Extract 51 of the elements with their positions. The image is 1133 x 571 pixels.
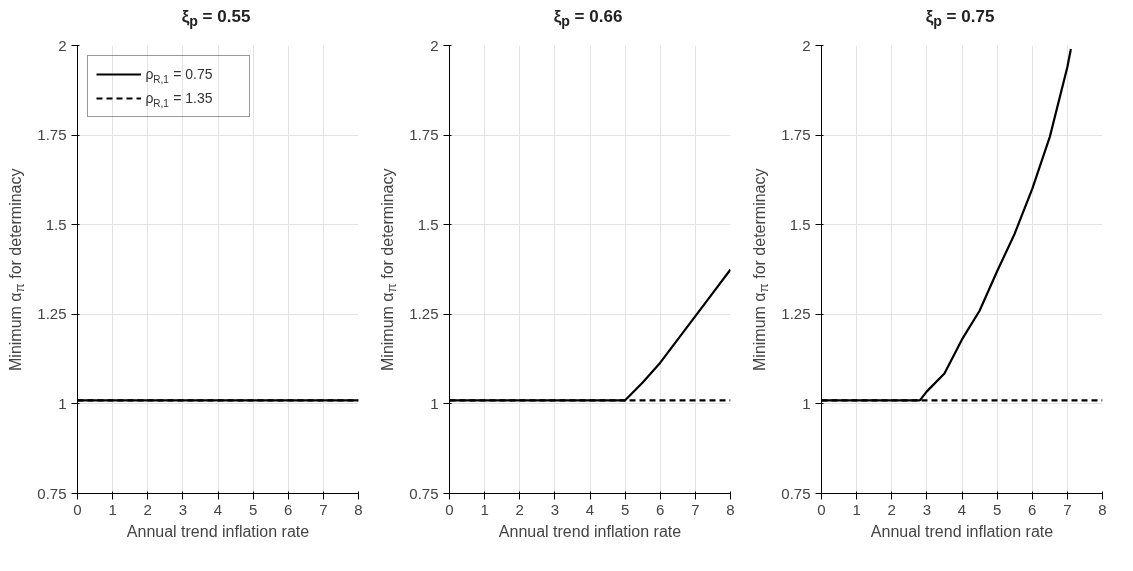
x-tick-label: 1 — [480, 500, 489, 518]
y-tick-label: 1.5 — [417, 215, 439, 233]
y-tick-label: 1.25 — [409, 304, 439, 322]
x-axis-title: Annual trend inflation rate — [126, 522, 310, 540]
x-tick-label: 5 — [248, 500, 258, 518]
x-tick-label: 6 — [656, 500, 665, 518]
y-tick-label: 2 — [430, 36, 439, 54]
x-tick-label: 5 — [992, 500, 1002, 518]
chart-title: ξ$_{p}$ = 0.66 — [553, 7, 623, 30]
y-tick-label: 0.75 — [37, 484, 67, 502]
y-tick-label: 1.5 — [45, 215, 67, 233]
y-tick-label: 1 — [430, 394, 439, 412]
x-tick-label: 4 — [585, 500, 595, 518]
x-tick-label: 1 — [852, 500, 861, 518]
x-tick-label: 0 — [817, 500, 826, 518]
y-tick-label: 2 — [58, 36, 67, 54]
y-tick-label: 2 — [802, 36, 811, 54]
x-tick-label: 2 — [887, 500, 896, 518]
y-tick-label: 1.25 — [781, 304, 811, 322]
x-tick-label: 7 — [691, 500, 700, 518]
y-tick-label: 1.75 — [37, 125, 67, 143]
x-tick-label: 4 — [957, 500, 967, 518]
x-tick-label: 3 — [550, 500, 560, 518]
x-tick-label: 0 — [73, 500, 82, 518]
x-tick-label: 7 — [319, 500, 328, 518]
x-tick-label: 2 — [515, 500, 524, 518]
y-tick-label: 1 — [802, 394, 811, 412]
chart-title: ξ$_{p}$ = 0.55 — [181, 7, 251, 30]
x-tick-label: 2 — [143, 500, 152, 518]
y-tick-label: 1 — [58, 394, 67, 412]
y-tick-label: 1.5 — [789, 215, 811, 233]
chart-title: ξ$_{p}$ = 0.75 — [925, 7, 995, 30]
x-tick-label: 8 — [1098, 500, 1107, 518]
x-tick-label: 3 — [178, 500, 188, 518]
x-axis-title: Annual trend inflation rate — [870, 522, 1054, 540]
x-tick-label: 1 — [108, 500, 117, 518]
x-tick-label: 6 — [1028, 500, 1037, 518]
y-tick-label: 1.75 — [409, 125, 439, 143]
x-tick-label: 8 — [354, 500, 363, 518]
y-tick-label: 1.25 — [37, 304, 67, 322]
x-tick-label: 4 — [213, 500, 223, 518]
x-tick-label: 7 — [1063, 500, 1072, 518]
x-tick-label: 6 — [284, 500, 293, 518]
x-tick-label: 0 — [445, 500, 454, 518]
y-tick-label: 1.75 — [781, 125, 811, 143]
x-tick-label: 5 — [620, 500, 630, 518]
y-tick-label: 0.75 — [409, 484, 439, 502]
x-tick-label: 8 — [726, 500, 735, 518]
y-tick-label: 0.75 — [781, 484, 811, 502]
x-axis-title: Annual trend inflation rate — [498, 522, 682, 540]
x-tick-label: 3 — [922, 500, 932, 518]
